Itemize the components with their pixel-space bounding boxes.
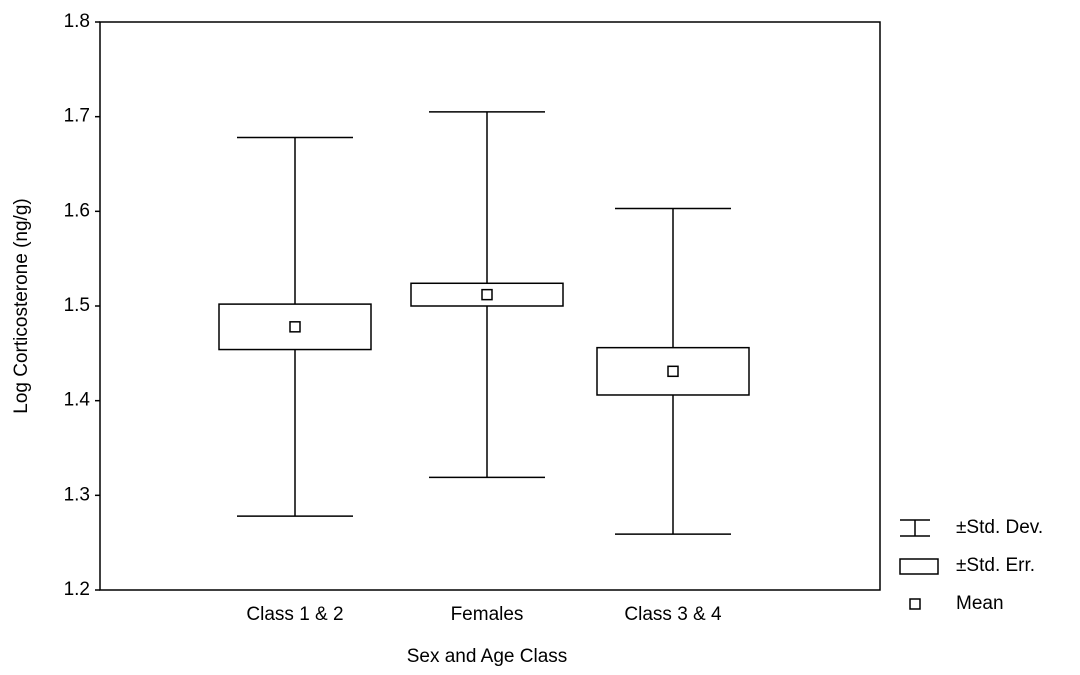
legend-mean-icon bbox=[909, 598, 921, 610]
mean-marker bbox=[289, 321, 301, 333]
mean-marker bbox=[481, 288, 493, 301]
y-axis-label: Log Corticosterone (ng/g) bbox=[11, 198, 32, 413]
x-tick-label: Class 1 & 2 bbox=[246, 604, 343, 625]
mean-marker bbox=[667, 365, 679, 378]
y-tick-label: 1.2 bbox=[64, 579, 90, 600]
x-tick-label: Females bbox=[451, 604, 524, 625]
y-tick-label: 1.3 bbox=[64, 484, 90, 505]
legend-label: ±Std. Dev. bbox=[956, 517, 1043, 538]
x-tick-label: Class 3 & 4 bbox=[624, 604, 722, 625]
x-axis-label: Sex and Age Class bbox=[407, 646, 568, 667]
y-tick-label: 1.6 bbox=[64, 200, 90, 221]
y-tick-label: 1.8 bbox=[64, 11, 90, 32]
y-tick-label: 1.4 bbox=[64, 390, 91, 411]
legend-label: ±Std. Err. bbox=[956, 555, 1035, 576]
y-tick-label: 1.7 bbox=[64, 106, 90, 127]
y-tick-label: 1.5 bbox=[64, 295, 90, 316]
legend-se-icon bbox=[899, 558, 939, 575]
legend-label: Mean bbox=[956, 593, 1004, 614]
